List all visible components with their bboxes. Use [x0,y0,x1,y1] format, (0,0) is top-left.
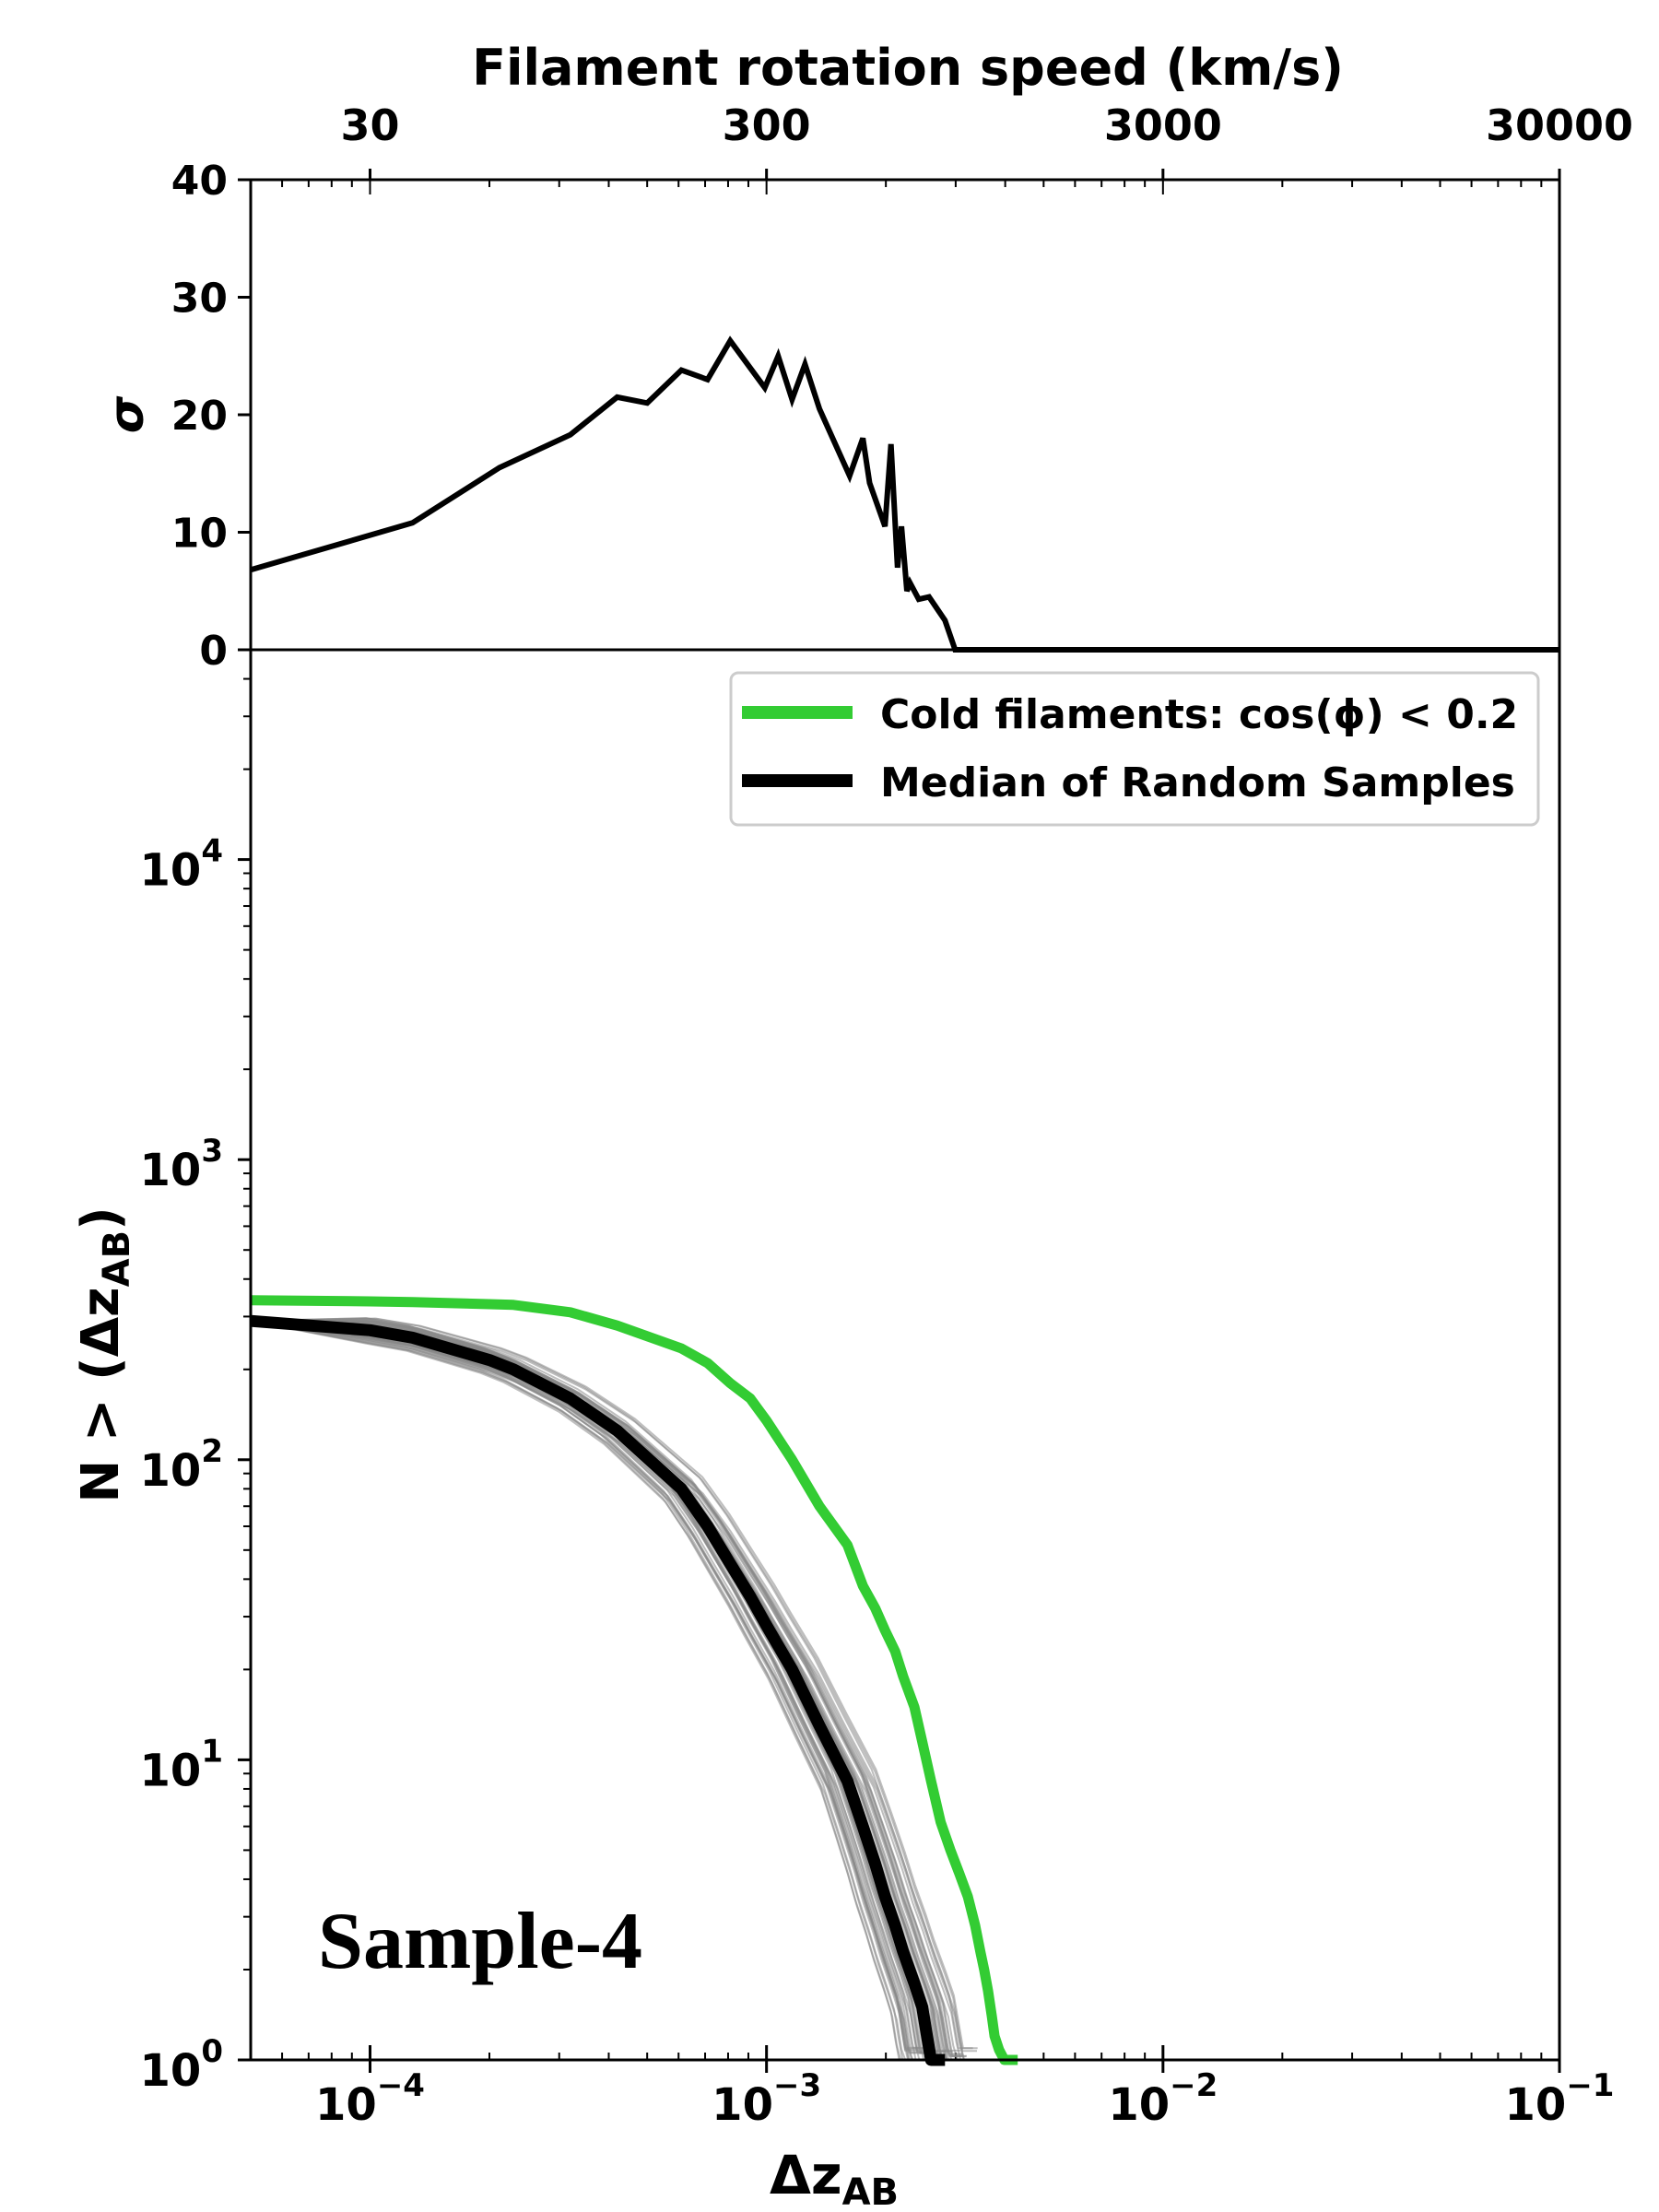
top-axis-ticks: 30 300 3000 30000 [340,100,1633,180]
top-axis-tick-label: 30000 [1486,100,1633,150]
bottom-y-tick-label: 104 [140,833,223,897]
bottom-x-tick-label: 10−2 [1108,2067,1218,2131]
top-axis-tick-label: 300 [723,100,811,150]
top-y-tick-label: 20 [171,393,228,440]
random-sample-line [250,1320,961,2052]
top-minor-ticks [250,180,1560,194]
top-y-tick-label: 0 [199,628,228,675]
top-y-tick-label: 40 [171,158,228,205]
bottom-x-label: ΔzAB [770,2144,899,2212]
legend-box [729,671,1540,827]
bottom-y-tick-label: 101 [140,1733,223,1796]
top-axis-label: Filament rotation speed (km/s) [472,39,1344,97]
legend-black-label: Median of Random Samples [880,759,1515,806]
top-panel: Filament rotation speed (km/s) 30 300 3000… [100,39,1633,675]
bottom-plot-frame [249,648,1561,2062]
random-sample-line [250,1320,953,2053]
top-axis-tick-label: 3000 [1104,100,1222,150]
bottom-y-ticks: 100 101 102 103 104 [140,649,251,2097]
bottom-x-tick-label: 10−1 [1505,2067,1615,2131]
top-y-label: σ [100,395,155,433]
top-y-ticks: 0 10 20 30 40 [171,158,251,675]
bottom-y-tick-label: 103 [140,1133,223,1196]
random-sample-line [250,1320,926,2061]
bottom-x-tick-label: 10−3 [712,2067,821,2131]
sigma-line [250,335,1559,653]
bottom-y-label: N > (ΔzAB) [71,1206,138,1502]
top-series [250,335,1559,653]
bottom-y-tick-label: 100 [140,2033,223,2097]
random-sample-line [250,1320,919,2061]
legend-green-label: Cold filaments: cos(ϕ) < 0.2 [880,691,1518,738]
legend: Cold filaments: cos(ϕ) < 0.2 Median of R… [729,671,1540,827]
bottom-x-tick-label: 10−4 [315,2067,425,2131]
top-axis-tick-label: 30 [340,100,399,150]
bottom-x-ticks: 10−4 10−3 10−2 10−1 [315,2060,1614,2131]
random-sample-line [250,1320,914,2061]
bottom-panel: 10−4 10−3 10−2 10−1 100 101 102 103 104 Cold fi… [71,648,1614,2212]
bottom-series [250,1295,1018,2066]
top-y-tick-label: 10 [171,511,228,558]
top-y-tick-label: 30 [171,276,228,323]
bottom-y-tick-label: 102 [140,1433,223,1497]
median-random-line [250,1314,946,2066]
sample-annotation: Sample-4 [318,1897,642,1986]
cold-filaments-line [250,1295,1018,2065]
random-sample-line [250,1317,973,2050]
random-sample-line [250,1320,977,2053]
